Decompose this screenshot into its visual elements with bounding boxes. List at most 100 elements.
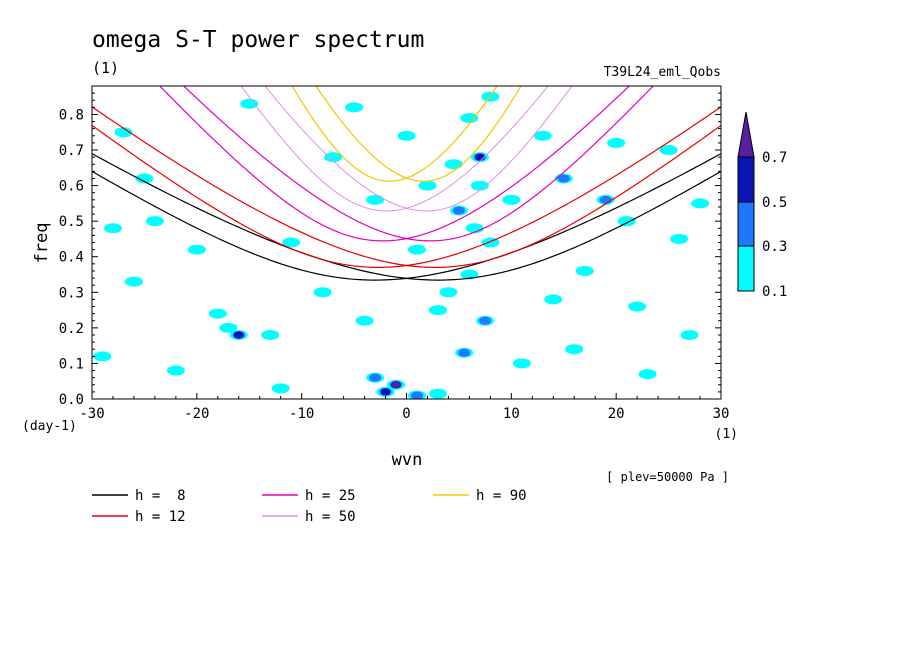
contour-patch-level-0: [124, 276, 143, 287]
x-tick-label: 0: [402, 406, 410, 422]
contour-patch-level-0: [680, 329, 699, 340]
y-tick-label: 0.2: [59, 321, 84, 337]
contour-patch-level-0: [418, 180, 437, 191]
contour-patch-level-0: [460, 269, 479, 280]
legend-label-h50: h = 50: [305, 509, 356, 525]
contour-patch-level-0: [470, 180, 489, 191]
chart-title: omega S-T power spectrum: [92, 27, 424, 53]
contour-patch-level-0: [345, 102, 364, 113]
contour-patch-level-0: [114, 127, 133, 138]
x-tick-label: -20: [184, 406, 209, 422]
colorbar-label: 0.7: [762, 150, 787, 166]
x-tick-label: 20: [608, 406, 625, 422]
y-tick-label: 0.7: [59, 143, 84, 159]
level-note: [ plev=50000 Pa ]: [606, 470, 729, 484]
x-unit-label: (1): [715, 427, 738, 442]
contour-patch-level-2: [233, 331, 244, 339]
contour-patch-level-0: [313, 287, 332, 298]
contour-patch-level-0: [659, 145, 678, 156]
power-contours: [93, 91, 710, 399]
contour-patch-level-0: [145, 216, 164, 227]
colorbar-segment: [737, 245, 755, 292]
contour-patch-level-0: [208, 308, 227, 319]
contour-patch-level-0: [691, 198, 710, 209]
y-axis-label: freq: [32, 223, 52, 264]
contour-patch-level-0: [428, 388, 447, 399]
chart-subtitle-right: T39L24_eml_Qobs: [604, 65, 721, 80]
legend: h = 8 h = 12 h = 25 h = 50 h = 90: [92, 488, 527, 525]
contour-patch-level-0: [638, 369, 657, 380]
x-tick-label: -30: [79, 406, 104, 422]
contour-patch-level-0: [93, 351, 112, 362]
contour-patch-level-0: [219, 322, 238, 333]
contour-patch-level-1: [599, 195, 612, 204]
contour-patch-level-1: [452, 206, 465, 215]
y-tick-label: 0.1: [59, 356, 84, 372]
contour-patch-level-1: [557, 174, 570, 183]
colorbar-segment: [737, 156, 755, 203]
contour-patch-level-0: [324, 152, 343, 163]
curve-h8-branch-b: [92, 153, 721, 281]
y-tick-label: 0.8: [59, 107, 84, 123]
legend-label-h25: h = 25: [305, 488, 356, 504]
contour-patch-level-0: [544, 294, 563, 305]
contour-patch-level-0: [282, 237, 301, 248]
contour-patch-level-0: [439, 287, 458, 298]
curve-h90-branch-b: [315, 86, 522, 182]
colorbar-label: 0.1: [762, 284, 787, 300]
contour-patch-level-0: [565, 344, 584, 355]
contour-patch-level-0: [607, 137, 626, 148]
contour-patch-level-1: [369, 373, 382, 382]
curve-h25-branch-b: [182, 86, 654, 242]
contour-patch-level-0: [366, 194, 385, 205]
contour-patch-level-0: [407, 244, 426, 255]
contour-patch-level-0: [628, 301, 647, 312]
contour-patch-level-1: [458, 348, 471, 357]
curve-h50-branch-b: [264, 86, 573, 212]
contour-patch-level-0: [428, 305, 447, 316]
y-tick-label: 0.3: [59, 285, 84, 301]
contour-patch-level-0: [670, 233, 689, 244]
contour-patch-level-0: [502, 194, 521, 205]
x-axis-label: wvn: [392, 450, 423, 470]
contour-patch-level-0: [460, 113, 479, 124]
contour-patch-level-0: [575, 265, 594, 276]
x-tick-label: 10: [503, 406, 520, 422]
y-tick-label: 0.0: [59, 392, 84, 408]
contour-patch-level-0: [397, 130, 416, 141]
contour-patch-level-0: [355, 315, 374, 326]
colorbar-label: 0.5: [762, 195, 787, 211]
y-tick-label: 0.5: [59, 214, 84, 230]
y-tick-label: 0.4: [59, 250, 84, 266]
y-axis-ticks: 0.0 0.1 0.2 0.3 0.4 0.5 0.6 0.7 0.8: [59, 92, 721, 408]
contour-patch-level-0: [444, 159, 463, 170]
legend-label-h12: h = 12: [135, 509, 186, 525]
contour-patch-level-0: [617, 216, 636, 227]
y-unit-label: (day-1): [22, 419, 77, 434]
contour-patch-level-0: [103, 223, 122, 234]
colorbar-arrow: [737, 111, 755, 158]
contour-patch-level-0: [512, 358, 531, 369]
x-tick-label: -10: [289, 406, 314, 422]
contour-patch-level-0: [240, 98, 259, 109]
contour-patch-level-0: [166, 365, 185, 376]
contour-patch-level-2: [380, 388, 391, 396]
colorbar-label: 0.3: [762, 239, 787, 255]
contour-patch-level-3: [392, 381, 401, 388]
x-axis-ticks: -30 -20 -10 0 10 20 30: [79, 393, 729, 422]
legend-label-h8: h = 8: [135, 488, 186, 504]
chart-subtitle-left: (1): [92, 59, 119, 77]
colorbar: 0.1 0.3 0.5 0.7: [737, 111, 787, 300]
contour-patch-level-0: [533, 130, 552, 141]
contour-patch-level-1: [410, 391, 423, 399]
contour-patch-level-0: [187, 244, 206, 255]
x-tick-label: 30: [713, 406, 730, 422]
legend-label-h90: h = 90: [476, 488, 527, 504]
dispersion-curves: [92, 86, 721, 281]
colorbar-segment: [737, 201, 755, 247]
contour-patch-level-0: [261, 329, 280, 340]
y-tick-label: 0.6: [59, 179, 84, 195]
curve-h12-branch-b: [92, 106, 721, 269]
contour-patch-level-0: [135, 173, 154, 184]
